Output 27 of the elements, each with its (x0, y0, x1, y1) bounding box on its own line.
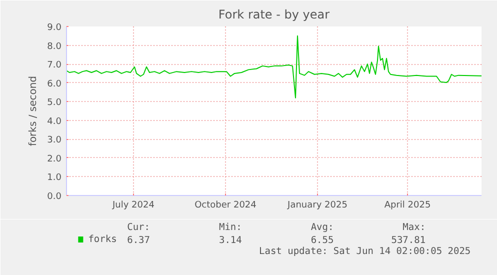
text: 537.81 (391, 235, 426, 246)
y-tick-label: 2.0 (47, 154, 62, 164)
x-tick-label: January 2025 (286, 200, 348, 210)
y-tick-label: 3.0 (47, 136, 62, 146)
text: Cur: (127, 222, 150, 233)
text: 3.14 (218, 235, 242, 246)
line-series (66, 35, 482, 98)
y-tick-label: 4.0 (47, 116, 62, 127)
x-tick-label: April 2025 (384, 200, 431, 210)
x-tick-label: October 2024 (194, 200, 257, 210)
y-tick-label: 5.0 (47, 98, 62, 108)
x-tick-label: July 2024 (112, 200, 155, 210)
text: Avg: (310, 222, 334, 233)
legend-label: forks (88, 234, 117, 245)
y-tick-label: 7.0 (47, 60, 62, 71)
y-tick-label: 9.0 (47, 23, 62, 33)
text: Last update: Sat Jun 14 02:00:05 2025 (259, 246, 471, 257)
y-tick-label: 1.0 (47, 173, 62, 184)
text: 6.37 (127, 235, 150, 246)
chart-title: Fork rate - by year (218, 8, 330, 22)
y-tick-label: 8.0 (47, 42, 62, 52)
text: 6.55 (310, 235, 334, 246)
text: Max: (402, 222, 426, 233)
y-tick-label: 6.0 (47, 79, 62, 90)
y-tick-label: 0.0 (47, 192, 62, 202)
y-axis-title: forks / second (28, 76, 40, 146)
text: Min: (218, 222, 242, 233)
